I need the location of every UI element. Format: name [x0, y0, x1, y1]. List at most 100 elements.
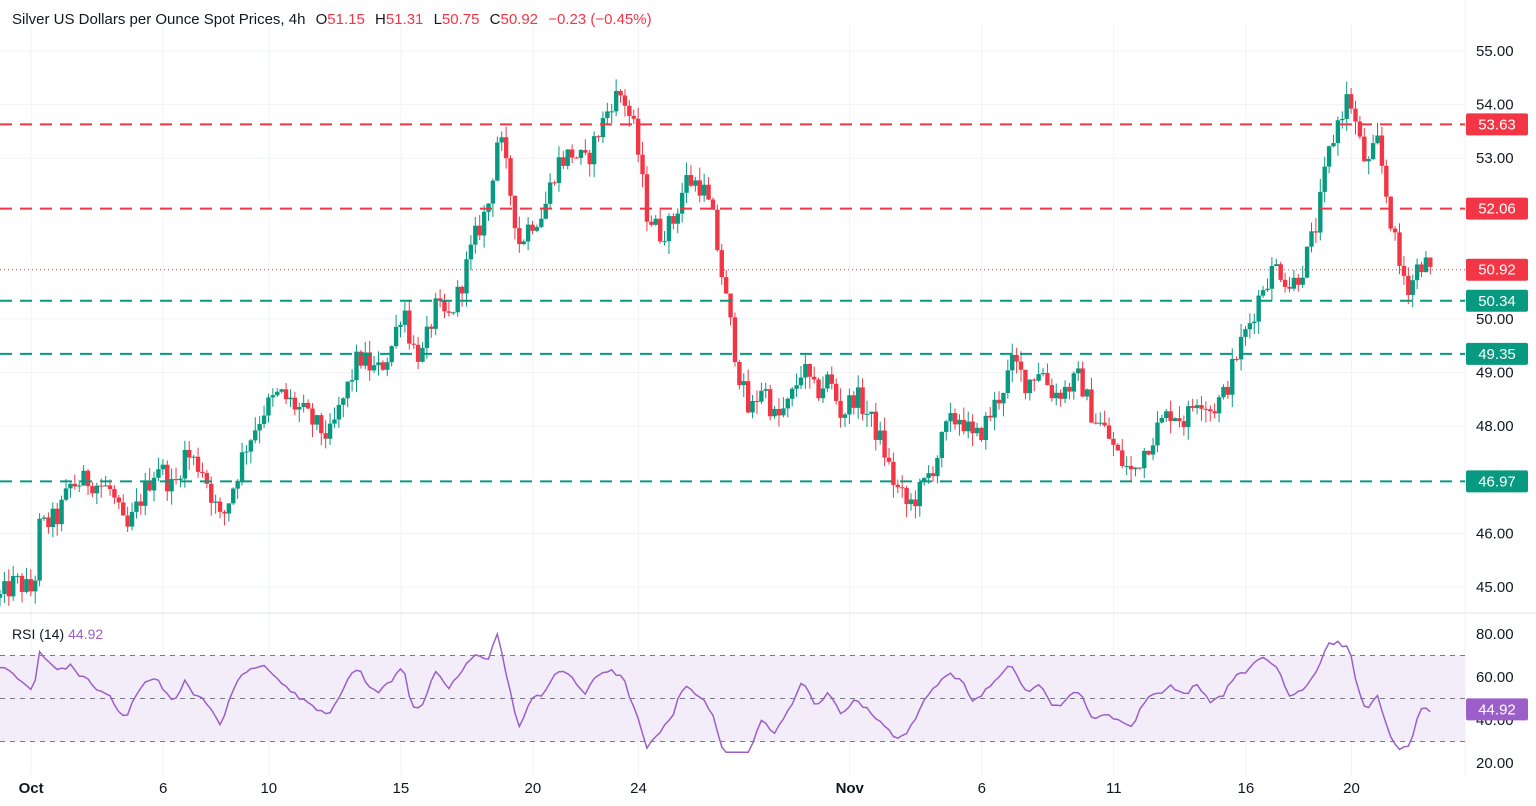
- candle: [195, 447, 201, 478]
- price-axis-tick: 54.00: [1476, 97, 1514, 114]
- close-value: 50.92: [500, 11, 539, 28]
- candle-body: [745, 381, 751, 413]
- candle-body: [917, 481, 923, 507]
- candle-body: [882, 430, 887, 458]
- price-axis-tick: 50.00: [1476, 311, 1514, 328]
- candle-body: [653, 218, 658, 225]
- candle: [1155, 411, 1160, 453]
- price-axis: 45.00 46.00 48.00 49.00 50.00 53.00 54.00 55.00: [1476, 43, 1514, 596]
- candle: [367, 340, 372, 381]
- rsi-value-label: 44.92: [1478, 701, 1516, 718]
- candle: [1274, 258, 1279, 267]
- candle-body: [1124, 465, 1129, 467]
- candle-body: [1159, 417, 1165, 423]
- candle-body: [1370, 143, 1376, 160]
- candle-body: [1005, 370, 1011, 393]
- candle: [72, 474, 78, 490]
- candle-body: [552, 182, 557, 184]
- candle-body: [77, 485, 82, 487]
- candle-body: [556, 157, 562, 184]
- candle-body: [1326, 146, 1332, 167]
- candle-body: [926, 473, 931, 479]
- candle: [473, 216, 478, 254]
- candle: [939, 431, 945, 468]
- candle-body: [763, 389, 768, 391]
- level-label: 52.06: [1478, 201, 1516, 218]
- candle-body: [996, 399, 1002, 404]
- candle: [798, 365, 804, 390]
- rsi-axis-tick: 60.00: [1476, 669, 1514, 686]
- horizontal-levels: 53.63 52.06 50.34 49.35 46.97: [0, 113, 1528, 493]
- candle-body: [547, 182, 553, 204]
- candle: [1212, 403, 1217, 419]
- candle: [1340, 111, 1345, 129]
- candle: [354, 344, 359, 393]
- candle: [961, 407, 967, 435]
- candle: [1027, 379, 1033, 401]
- candle: [609, 103, 614, 124]
- candle: [1115, 443, 1121, 452]
- candle-body: [459, 286, 465, 294]
- candle-body: [1058, 392, 1063, 399]
- candle-body: [1419, 264, 1424, 273]
- candle-body: [855, 387, 861, 408]
- candle: [1282, 272, 1288, 293]
- candle: [512, 195, 518, 240]
- candle: [1287, 276, 1292, 293]
- candle-body: [842, 414, 848, 418]
- candle-body: [1366, 159, 1371, 162]
- candle-body: [1093, 422, 1099, 424]
- candle: [1133, 467, 1138, 477]
- candle-body: [270, 395, 276, 398]
- candle: [464, 251, 469, 307]
- candle-body: [244, 451, 249, 453]
- candle: [226, 503, 232, 522]
- candle: [913, 490, 918, 519]
- level-label-bg: [1466, 470, 1528, 493]
- candle: [1014, 347, 1019, 374]
- time-axis-tick: 20: [1343, 780, 1360, 797]
- candle: [1357, 116, 1363, 140]
- candle: [719, 243, 724, 285]
- candle: [789, 386, 795, 407]
- candle-body: [1106, 425, 1112, 439]
- candle-body: [156, 469, 161, 478]
- candle: [565, 149, 570, 170]
- candle: [732, 312, 738, 367]
- candle: [701, 173, 707, 202]
- low-value: 50.75: [441, 11, 480, 28]
- candle-body: [697, 180, 702, 196]
- candle-body: [671, 216, 676, 224]
- candle-body: [860, 387, 865, 415]
- candle: [1137, 467, 1143, 470]
- candle-body: [649, 221, 654, 225]
- candle: [402, 302, 408, 333]
- level-label: 46.97: [1478, 473, 1516, 490]
- candle: [1300, 265, 1305, 288]
- candle: [59, 495, 64, 532]
- price-axis-tick: 49.00: [1476, 365, 1514, 382]
- price-axis-tick: 53.00: [1476, 150, 1514, 167]
- candle-body: [1331, 143, 1336, 147]
- candle: [1216, 394, 1222, 423]
- candle: [966, 411, 971, 439]
- candle: [688, 165, 694, 188]
- candle-body: [798, 377, 804, 386]
- candle-body: [1243, 329, 1248, 337]
- candle-body: [1177, 418, 1182, 422]
- high-label: H: [375, 11, 386, 28]
- candle: [1238, 324, 1244, 371]
- candle-body: [1194, 405, 1200, 408]
- candle-body: [1406, 275, 1411, 295]
- candle: [275, 388, 280, 397]
- candle: [1309, 222, 1314, 253]
- candle-body: [314, 415, 320, 425]
- candle-body: [530, 224, 535, 231]
- candle: [292, 391, 298, 416]
- candle: [310, 403, 315, 438]
- candle-body: [631, 115, 636, 119]
- candle-body: [41, 517, 47, 519]
- time-axis-tick: 16: [1237, 780, 1254, 797]
- candle-body: [1067, 386, 1072, 392]
